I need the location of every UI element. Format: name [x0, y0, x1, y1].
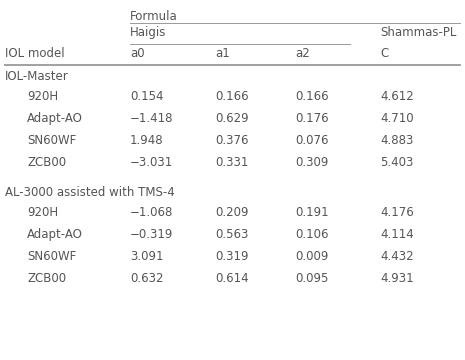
- Text: IOL-Master: IOL-Master: [5, 70, 69, 83]
- Text: 0.319: 0.319: [215, 250, 248, 263]
- Text: 920H: 920H: [27, 206, 58, 219]
- Text: 0.166: 0.166: [215, 90, 249, 103]
- Text: Adapt-AO: Adapt-AO: [27, 112, 83, 125]
- Text: a2: a2: [295, 47, 310, 60]
- Text: ZCB00: ZCB00: [27, 156, 66, 169]
- Text: 0.095: 0.095: [295, 272, 328, 285]
- Text: 3.091: 3.091: [130, 250, 164, 263]
- Text: a1: a1: [215, 47, 230, 60]
- Text: 0.632: 0.632: [130, 272, 164, 285]
- Text: IOL model: IOL model: [5, 47, 65, 60]
- Text: 4.176: 4.176: [380, 206, 414, 219]
- Text: SN60WF: SN60WF: [27, 250, 76, 263]
- Text: 0.563: 0.563: [215, 228, 248, 241]
- Text: 0.629: 0.629: [215, 112, 249, 125]
- Text: 0.614: 0.614: [215, 272, 249, 285]
- Text: Haigis: Haigis: [130, 26, 166, 39]
- Text: 0.076: 0.076: [295, 134, 328, 147]
- Text: 4.432: 4.432: [380, 250, 414, 263]
- Text: 0.209: 0.209: [215, 206, 248, 219]
- Text: AL-3000 assisted with TMS-4: AL-3000 assisted with TMS-4: [5, 186, 175, 199]
- Text: Formula: Formula: [130, 10, 178, 23]
- Text: −3.031: −3.031: [130, 156, 173, 169]
- Text: 0.176: 0.176: [295, 112, 329, 125]
- Text: C: C: [380, 47, 388, 60]
- Text: ZCB00: ZCB00: [27, 272, 66, 285]
- Text: 4.612: 4.612: [380, 90, 414, 103]
- Text: 4.114: 4.114: [380, 228, 414, 241]
- Text: 4.710: 4.710: [380, 112, 414, 125]
- Text: 0.154: 0.154: [130, 90, 164, 103]
- Text: Adapt-AO: Adapt-AO: [27, 228, 83, 241]
- Text: 0.191: 0.191: [295, 206, 329, 219]
- Text: 0.106: 0.106: [295, 228, 328, 241]
- Text: 0.331: 0.331: [215, 156, 248, 169]
- Text: 0.166: 0.166: [295, 90, 329, 103]
- Text: −1.068: −1.068: [130, 206, 173, 219]
- Text: a0: a0: [130, 47, 145, 60]
- Text: Shammas-PL: Shammas-PL: [380, 26, 456, 39]
- Text: 4.931: 4.931: [380, 272, 414, 285]
- Text: 1.948: 1.948: [130, 134, 164, 147]
- Text: 0.309: 0.309: [295, 156, 328, 169]
- Text: −0.319: −0.319: [130, 228, 173, 241]
- Text: SN60WF: SN60WF: [27, 134, 76, 147]
- Text: 5.403: 5.403: [380, 156, 413, 169]
- Text: 920H: 920H: [27, 90, 58, 103]
- Text: 0.009: 0.009: [295, 250, 328, 263]
- Text: 0.376: 0.376: [215, 134, 248, 147]
- Text: −1.418: −1.418: [130, 112, 173, 125]
- Text: 4.883: 4.883: [380, 134, 413, 147]
